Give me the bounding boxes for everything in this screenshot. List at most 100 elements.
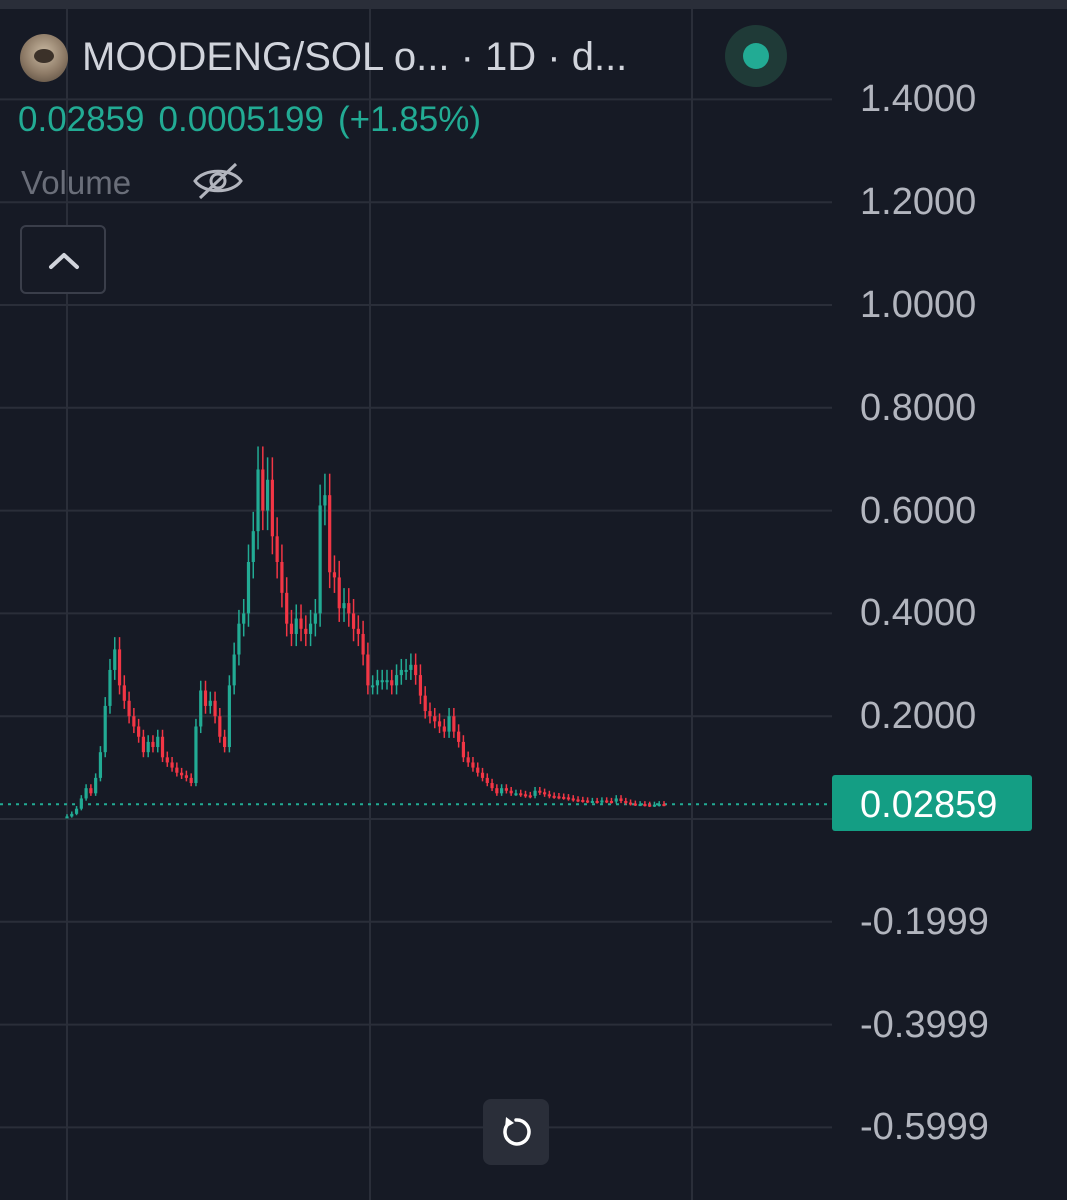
candle-body [394, 675, 399, 686]
candle-body [256, 469, 260, 532]
candle-body [328, 495, 332, 573]
candle-body [571, 798, 575, 801]
candle-body [203, 690, 208, 706]
candle-body [471, 762, 475, 768]
price-scale-label: 1.2000 [860, 181, 977, 224]
candle-body [390, 680, 394, 686]
candle-body [552, 795, 556, 798]
candle-body [304, 628, 308, 634]
candle-body [113, 649, 117, 670]
candle-body [308, 623, 313, 634]
candle-body [342, 603, 346, 609]
candle-body [237, 623, 241, 655]
candle-body [94, 777, 98, 794]
vertical-gridlines [66, 9, 693, 1200]
candle-body [347, 603, 351, 614]
candle-body [89, 788, 93, 794]
candle-body [70, 813, 74, 817]
eye-hidden-icon[interactable] [192, 160, 244, 202]
candle-body [351, 613, 356, 629]
candle-body [380, 680, 384, 683]
candle-body [423, 695, 427, 712]
candle-body [366, 654, 370, 686]
candle-body [127, 700, 131, 717]
candle-body [418, 675, 423, 696]
candle-body [437, 721, 442, 727]
candle-body [404, 669, 408, 672]
candle-body [184, 775, 188, 778]
candle-body [495, 788, 499, 794]
candle-body [466, 757, 470, 763]
price-change: 0.0005199 [158, 100, 324, 139]
reset-chart-button[interactable] [483, 1099, 549, 1165]
symbol-title[interactable]: MOODENG/SOL o... · 1D · d... [82, 35, 628, 79]
candle-body [318, 505, 322, 614]
candle-body [428, 711, 432, 717]
candle-body [447, 716, 451, 732]
candle-body [180, 772, 184, 776]
candle-body [585, 800, 590, 803]
candle-body [294, 618, 298, 634]
candle-body [547, 794, 551, 797]
candle-body [84, 788, 88, 799]
candle-body [280, 562, 284, 593]
candle-body [223, 736, 227, 748]
candle-body [619, 798, 623, 802]
candle-body [662, 804, 666, 807]
candle-body [433, 716, 437, 722]
candle-body [480, 772, 485, 778]
candle-body [543, 792, 547, 795]
price-scale-label: -0.5999 [860, 1106, 989, 1149]
candle-body [265, 479, 270, 511]
candle-body [194, 726, 198, 784]
candle-body [523, 794, 528, 797]
candle-body [151, 741, 155, 748]
reset-rotate-icon [503, 1117, 531, 1146]
candle-body [246, 562, 251, 614]
candle-body [65, 816, 69, 819]
candle-body [638, 804, 642, 807]
candle-body [538, 790, 542, 793]
candle-body [652, 804, 657, 807]
candle-body [332, 572, 337, 578]
candle-body [504, 788, 508, 791]
candle-body [590, 801, 594, 804]
live-dot-icon [743, 43, 769, 69]
candle-body [605, 800, 609, 803]
token-avatar-icon[interactable] [20, 34, 68, 82]
candle-body [633, 803, 637, 806]
candle-body [399, 669, 403, 676]
candle-body [361, 633, 365, 655]
candle-body [251, 531, 255, 562]
window-top-bar [0, 0, 1067, 9]
candle-body [614, 798, 618, 802]
candle-body [189, 777, 193, 784]
collapse-legend-button[interactable] [20, 225, 106, 294]
price-series [65, 446, 666, 819]
candle-body [170, 762, 174, 768]
candle-body [289, 623, 294, 634]
candle-body [514, 793, 518, 796]
candle-body [519, 793, 523, 796]
candle-body [218, 716, 222, 737]
last-price-value: 0.02859 [860, 784, 998, 826]
candle-body [576, 799, 580, 802]
candle-body [566, 797, 571, 800]
horizontal-gridlines [0, 98, 832, 1129]
volume-indicator-label[interactable]: Volume [21, 164, 132, 201]
candle-body [628, 802, 633, 805]
candle-body [461, 741, 466, 758]
candle-body [270, 479, 274, 537]
candle-body [208, 700, 212, 706]
candle-body [242, 613, 246, 624]
candle-body [79, 798, 83, 809]
candle-body [562, 796, 566, 799]
candle-body [557, 796, 561, 799]
candle-body [528, 795, 532, 798]
candle-body [160, 736, 165, 758]
price-scale-label: 0.8000 [860, 386, 977, 429]
candle-body [657, 804, 661, 807]
price-scale-label: 0.6000 [860, 489, 977, 532]
candle-body [232, 654, 236, 686]
